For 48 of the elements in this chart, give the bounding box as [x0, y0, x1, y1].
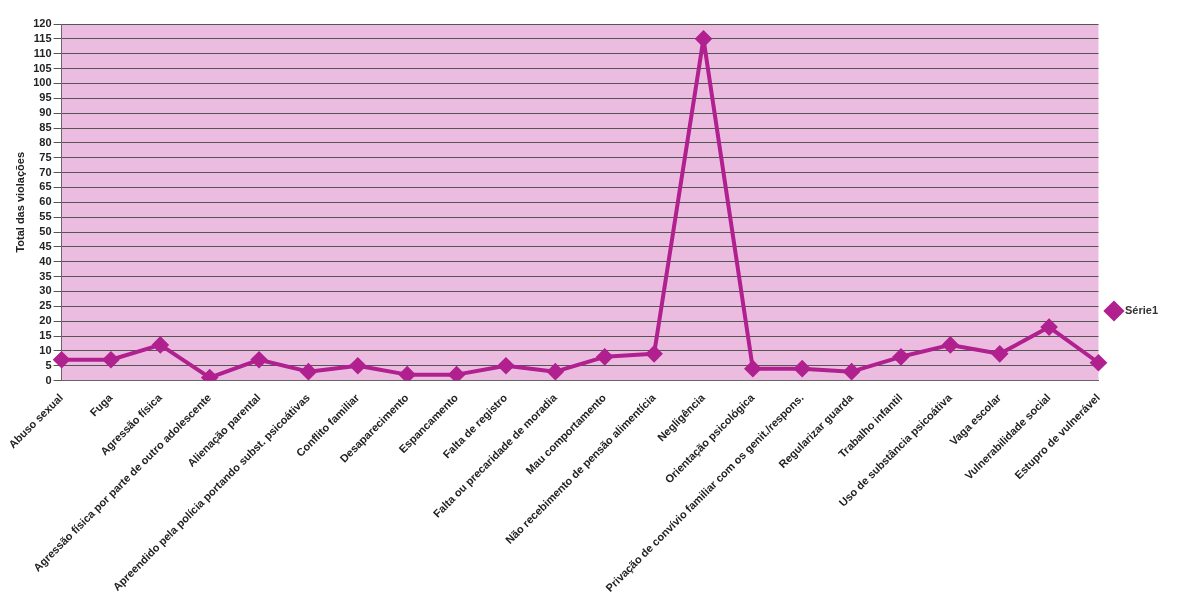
- point: [497, 357, 514, 374]
- y-tick-label: 105: [33, 61, 52, 74]
- point: [152, 336, 169, 353]
- point: [53, 351, 70, 368]
- y-tick-label: 85: [39, 121, 52, 134]
- y-tick-label: 110: [33, 46, 52, 59]
- y-tick-label: 55: [39, 210, 52, 223]
- point: [991, 345, 1008, 362]
- y-tick-label: 30: [39, 284, 52, 297]
- y-tick-label: 60: [39, 195, 52, 208]
- y-tick-label: 95: [39, 91, 52, 104]
- y-tick-label: 65: [39, 180, 52, 193]
- point: [942, 336, 959, 353]
- point: [448, 366, 465, 381]
- y-tick-label: 115: [33, 31, 52, 44]
- point: [547, 363, 564, 380]
- y-axis-title: Total das violações: [13, 151, 26, 253]
- point: [596, 348, 613, 365]
- point: [399, 366, 416, 381]
- y-tick-label: 5: [45, 358, 52, 371]
- y-tick-label: 20: [39, 314, 52, 327]
- y-tick-label: 120: [33, 17, 52, 30]
- y-tick-label: 40: [39, 254, 52, 267]
- point: [102, 351, 119, 368]
- y-tick-label: 35: [39, 269, 52, 282]
- point: [251, 351, 268, 368]
- point: [892, 348, 909, 365]
- y-tick-label: 80: [39, 135, 52, 148]
- y-tick-label: 70: [39, 165, 52, 178]
- legend-label: Série1: [1124, 304, 1158, 317]
- point: [695, 30, 712, 47]
- y-tick-label: 100: [33, 76, 52, 89]
- point: [646, 345, 663, 362]
- point: [349, 357, 366, 374]
- y-tick-label: 10: [39, 343, 52, 356]
- point: [794, 360, 811, 377]
- y-tick-label: 50: [39, 225, 52, 238]
- point: [300, 363, 317, 380]
- point: [1090, 354, 1107, 371]
- y-tick-label: 90: [39, 106, 52, 119]
- y-tick-label: 25: [39, 299, 52, 312]
- point: [843, 363, 860, 380]
- point: [1041, 319, 1058, 336]
- point: [744, 360, 761, 377]
- y-tick-label: 0: [45, 373, 52, 386]
- y-tick-label: 45: [39, 239, 52, 252]
- y-tick-label: 75: [39, 150, 52, 163]
- y-tick-label: 15: [39, 329, 52, 342]
